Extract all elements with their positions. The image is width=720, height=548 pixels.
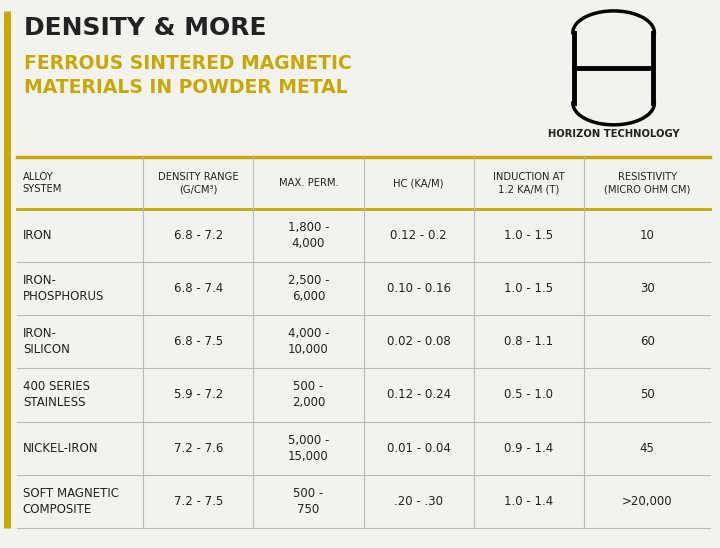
Text: RESISTIVITY
(MICRO OHM CM): RESISTIVITY (MICRO OHM CM) [604,172,690,195]
Text: 5,000 -
15,000: 5,000 - 15,000 [288,433,329,463]
Text: 400 SERIES
STAINLESS: 400 SERIES STAINLESS [23,380,90,409]
Text: 6.8 - 7.5: 6.8 - 7.5 [174,335,222,349]
Text: DENSITY RANGE
(G/CM³): DENSITY RANGE (G/CM³) [158,172,238,195]
Text: >20,000: >20,000 [622,495,672,508]
Text: SOFT MAGNETIC
COMPOSITE: SOFT MAGNETIC COMPOSITE [23,487,119,516]
Text: 50: 50 [639,389,654,402]
Text: 1.0 - 1.5: 1.0 - 1.5 [505,282,554,295]
Text: 7.2 - 7.5: 7.2 - 7.5 [174,495,222,508]
Text: FERROUS SINTERED MAGNETIC
MATERIALS IN POWDER METAL: FERROUS SINTERED MAGNETIC MATERIALS IN P… [24,54,352,97]
Text: INDUCTION AT
1.2 KA/M (T): INDUCTION AT 1.2 KA/M (T) [493,172,564,195]
Text: 0.12 - 0.2: 0.12 - 0.2 [390,229,447,242]
Text: HORIZON TECHNOLOGY: HORIZON TECHNOLOGY [548,129,680,139]
Text: NICKEL-IRON: NICKEL-IRON [23,442,99,455]
Text: .20 - .30: .20 - .30 [394,495,444,508]
Text: 7.2 - 7.6: 7.2 - 7.6 [174,442,223,455]
Text: IRON-
SILICON: IRON- SILICON [23,327,70,356]
Text: MAX. PERM.: MAX. PERM. [279,178,338,188]
Text: 0.10 - 0.16: 0.10 - 0.16 [387,282,451,295]
Text: DENSITY & MORE: DENSITY & MORE [24,16,266,41]
Text: 500 -
2,000: 500 - 2,000 [292,380,325,409]
Text: IRON: IRON [23,229,53,242]
Text: 10: 10 [639,229,654,242]
Text: 45: 45 [639,442,654,455]
Text: 1.0 - 1.4: 1.0 - 1.4 [504,495,554,508]
Text: 4,000 -
10,000: 4,000 - 10,000 [288,327,329,356]
Text: 0.9 - 1.4: 0.9 - 1.4 [504,442,554,455]
Text: 1,800 -
4,000: 1,800 - 4,000 [288,221,329,250]
Text: 0.12 - 0.24: 0.12 - 0.24 [387,389,451,402]
Text: 0.5 - 1.0: 0.5 - 1.0 [505,389,554,402]
Text: 0.01 - 0.04: 0.01 - 0.04 [387,442,451,455]
Text: 500 -
750: 500 - 750 [293,487,323,516]
Text: 0.02 - 0.08: 0.02 - 0.08 [387,335,451,349]
Text: 0.8 - 1.1: 0.8 - 1.1 [505,335,554,349]
Text: 60: 60 [639,335,654,349]
Text: 30: 30 [639,282,654,295]
Text: HC (KA/M): HC (KA/M) [393,178,444,188]
Text: 5.9 - 7.2: 5.9 - 7.2 [174,389,222,402]
Text: 2,500 -
6,000: 2,500 - 6,000 [288,274,329,303]
Text: 6.8 - 7.2: 6.8 - 7.2 [174,229,222,242]
Text: ALLOY
SYSTEM: ALLOY SYSTEM [23,172,62,195]
Text: IRON-
PHOSPHORUS: IRON- PHOSPHORUS [23,274,104,303]
Text: 1.0 - 1.5: 1.0 - 1.5 [505,229,554,242]
Text: 6.8 - 7.4: 6.8 - 7.4 [174,282,222,295]
